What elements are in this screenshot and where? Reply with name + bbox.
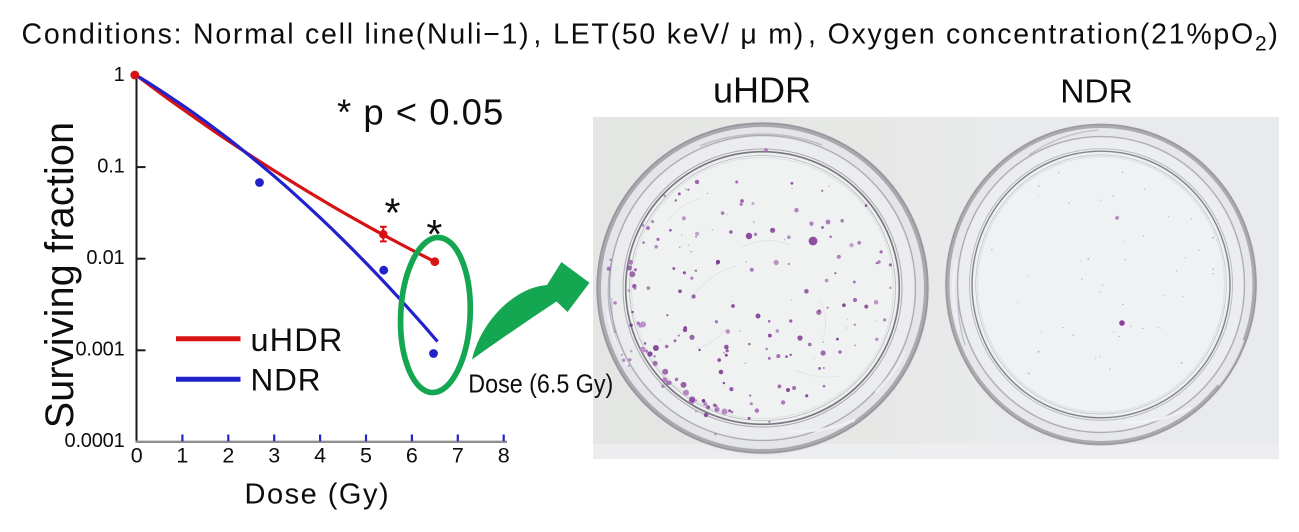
svg-text:3: 3 xyxy=(268,444,280,468)
svg-text:Dose (6.5 Gy): Dose (6.5 Gy) xyxy=(468,371,613,399)
svg-text:*: * xyxy=(385,190,401,236)
svg-text:0: 0 xyxy=(131,444,143,468)
svg-text:1: 1 xyxy=(176,444,188,468)
svg-text:Dose (Gy): Dose (Gy) xyxy=(245,479,391,511)
svg-text:*: * xyxy=(426,211,442,257)
svg-text:5: 5 xyxy=(360,444,372,468)
svg-text:7: 7 xyxy=(452,444,464,468)
svg-text:0.1: 0.1 xyxy=(97,155,124,177)
svg-text:0.0001: 0.0001 xyxy=(65,430,125,452)
svg-text:NDR: NDR xyxy=(251,362,322,398)
svg-text:Conditions: Normal cell line(N: Conditions: Normal cell line(Nuli−1), LET… xyxy=(22,19,1280,56)
svg-text:2: 2 xyxy=(222,444,234,468)
svg-text:Surviving fraction: Surviving fraction xyxy=(38,122,82,429)
svg-text:NDR: NDR xyxy=(1060,73,1133,110)
svg-text:0.01: 0.01 xyxy=(86,247,124,269)
svg-text:6: 6 xyxy=(406,444,418,468)
svg-text:* p < 0.05: * p < 0.05 xyxy=(337,92,504,133)
svg-text:8: 8 xyxy=(498,444,510,468)
svg-text:4: 4 xyxy=(314,444,326,468)
svg-text:1: 1 xyxy=(114,64,125,86)
svg-text:0.001: 0.001 xyxy=(75,339,124,361)
svg-text:uHDR: uHDR xyxy=(713,69,811,110)
svg-text:uHDR: uHDR xyxy=(251,322,344,358)
